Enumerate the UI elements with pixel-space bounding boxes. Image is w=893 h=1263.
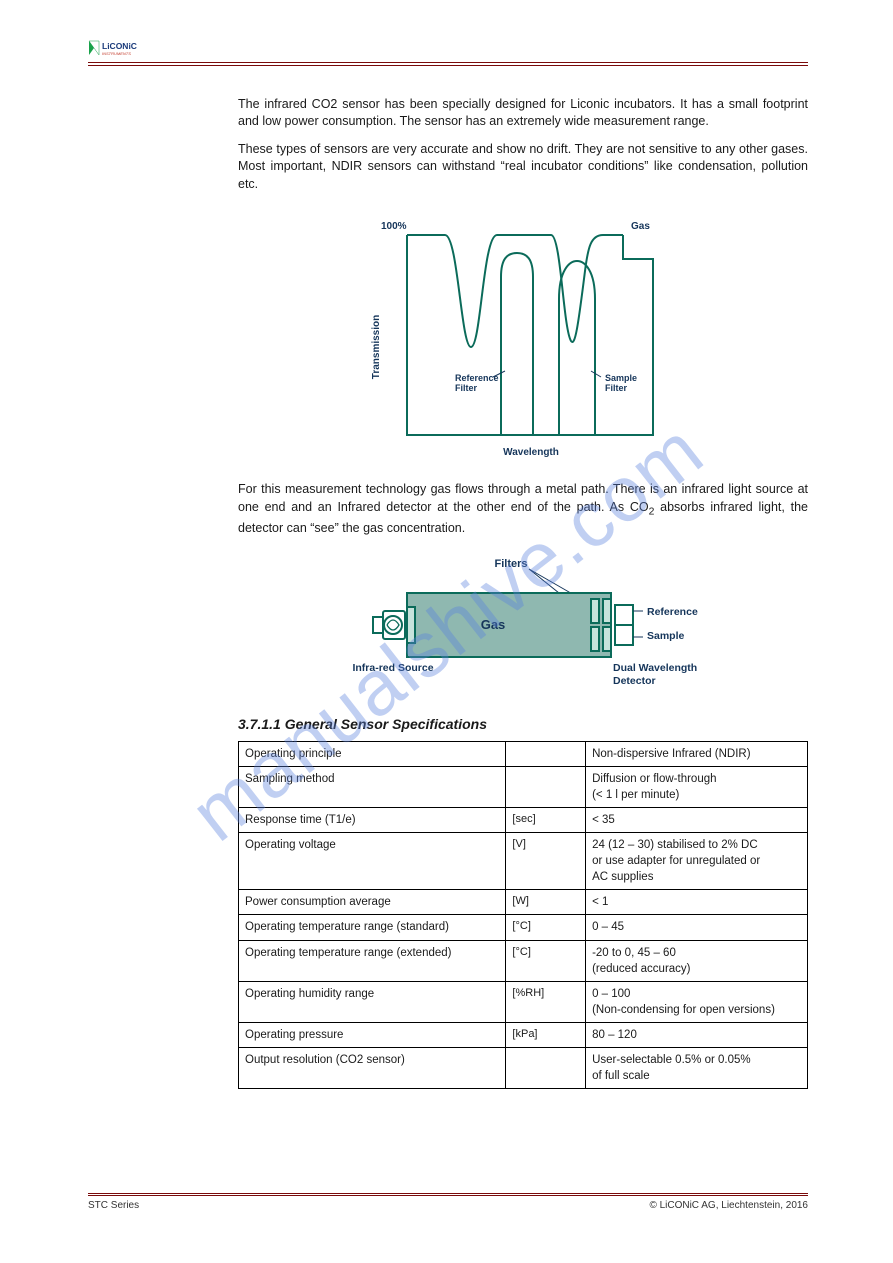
cell-value: < 1 bbox=[586, 890, 808, 915]
cell-value: 0 – 100(Non-condensing for open versions… bbox=[586, 981, 808, 1022]
fig2-filters-label: Filters bbox=[494, 558, 527, 570]
cell-unit bbox=[506, 1047, 586, 1088]
cell-value: 80 – 120 bbox=[586, 1022, 808, 1047]
cell-param: Power consumption average bbox=[239, 890, 506, 915]
fig1-ref-filter-shape bbox=[501, 253, 533, 435]
fig1-gas: Gas bbox=[631, 221, 650, 232]
fig1-ref-label-2: Filter bbox=[455, 383, 478, 393]
figure-sensor: Filters Gas bbox=[238, 551, 808, 701]
fig1-ref-label-1: Reference bbox=[455, 373, 499, 383]
page-body: LiCONiC INSTRUMENTS The infrared CO2 sen… bbox=[88, 40, 808, 1089]
cell-unit: [°C] bbox=[506, 915, 586, 940]
cell-value: Diffusion or flow-through(< 1 l per minu… bbox=[586, 766, 808, 807]
paragraph-3: For this measurement technology gas flow… bbox=[238, 481, 808, 537]
liconic-logo: LiCONiC INSTRUMENTS bbox=[88, 40, 178, 58]
fig2-left-window bbox=[407, 607, 415, 643]
page-header: LiCONiC INSTRUMENTS bbox=[88, 40, 808, 58]
cell-param: Operating temperature range (extended) bbox=[239, 940, 506, 981]
cell-param: Operating voltage bbox=[239, 833, 506, 890]
footer-left: STC Series bbox=[88, 1200, 139, 1211]
fig2-gas-label: Gas bbox=[481, 617, 506, 632]
fig1-sample-label-1: Sample bbox=[605, 373, 637, 383]
cell-unit: [kPa] bbox=[506, 1022, 586, 1047]
table-row: Operating temperature range (extended)[°… bbox=[239, 940, 808, 981]
cell-param: Operating temperature range (standard) bbox=[239, 915, 506, 940]
cell-param: Operating humidity range bbox=[239, 981, 506, 1022]
cell-unit: [V] bbox=[506, 833, 586, 890]
header-rule-thin bbox=[88, 65, 808, 66]
footer-rule-thick bbox=[88, 1193, 808, 1194]
footer-rule-thin bbox=[88, 1195, 808, 1196]
logo-brand: LiCONiC bbox=[102, 41, 137, 51]
fig2-filter-ref bbox=[591, 599, 599, 623]
fig2-detector-label-2: Detector bbox=[613, 675, 656, 687]
paragraph-2: These types of sensors are very accurate… bbox=[238, 141, 808, 194]
cell-param: Sampling method bbox=[239, 766, 506, 807]
page-footer: STC Series © LiCONiC AG, Liechtenstein, … bbox=[88, 1189, 808, 1212]
fig2-ir-source-label: Infra-red Source bbox=[352, 662, 433, 674]
footer-right: © LiCONiC AG, Liechtenstein, 2016 bbox=[649, 1200, 808, 1211]
fig2-detector-label-1: Dual Wavelength bbox=[613, 662, 697, 674]
cell-unit: [sec] bbox=[506, 807, 586, 832]
fig1-sample-filter-shape bbox=[559, 261, 595, 435]
cell-param: Output resolution (CO2 sensor) bbox=[239, 1047, 506, 1088]
header-rule-thick bbox=[88, 62, 808, 63]
logo-sub: INSTRUMENTS bbox=[102, 51, 131, 56]
fig1-sample-label-2: Filter bbox=[605, 383, 628, 393]
table-row: Output resolution (CO2 sensor) User-selec… bbox=[239, 1047, 808, 1088]
cell-value: -20 to 0, 45 – 60(reduced accuracy) bbox=[586, 940, 808, 981]
cell-unit bbox=[506, 741, 586, 766]
cell-unit bbox=[506, 766, 586, 807]
table-row: Sampling method Diffusion or flow-through… bbox=[239, 766, 808, 807]
fig1-ylabel: Transmission bbox=[371, 315, 382, 379]
cell-param: Operating principle bbox=[239, 741, 506, 766]
fig2-ref-label: Reference bbox=[647, 606, 698, 618]
table-row: Operating voltage[V]24 (12 – 30) stabili… bbox=[239, 833, 808, 890]
cell-value: < 35 bbox=[586, 807, 808, 832]
table-row: Operating humidity range[%RH]0 – 100(Non… bbox=[239, 981, 808, 1022]
table-row: Operating temperature range (standard)[°… bbox=[239, 915, 808, 940]
cell-param: Operating pressure bbox=[239, 1022, 506, 1047]
table-row: Response time (T1/e)[sec]< 35 bbox=[239, 807, 808, 832]
cell-unit: [°C] bbox=[506, 940, 586, 981]
table-row: Operating pressure[kPa]80 – 120 bbox=[239, 1022, 808, 1047]
table-row: Operating principle Non-dispersive Infrar… bbox=[239, 741, 808, 766]
cell-value: User-selectable 0.5% or 0.05%of full sca… bbox=[586, 1047, 808, 1088]
content-area: The infrared CO2 sensor has been special… bbox=[88, 96, 808, 1090]
fig1-ymax: 100% bbox=[381, 221, 407, 232]
cell-value: Non-dispersive Infrared (NDIR) bbox=[586, 741, 808, 766]
fig2-body bbox=[407, 593, 611, 657]
paragraph-1: The infrared CO2 sensor has been special… bbox=[238, 96, 808, 131]
fig2-filter-sample bbox=[591, 627, 599, 651]
cell-unit: [W] bbox=[506, 890, 586, 915]
cell-value: 24 (12 – 30) stabilised to 2% DCor use a… bbox=[586, 833, 808, 890]
table-row: Power consumption average[W]< 1 bbox=[239, 890, 808, 915]
cell-unit: [%RH] bbox=[506, 981, 586, 1022]
spec-heading: 3.7.1.1 General Sensor Specifications bbox=[238, 715, 808, 735]
fig1-gas-curve bbox=[407, 235, 623, 347]
figure-transmission: 100% Transmission Gas Reference Filter S… bbox=[238, 207, 808, 467]
cell-param: Response time (T1/e) bbox=[239, 807, 506, 832]
cell-value: 0 – 45 bbox=[586, 915, 808, 940]
fig2-sample-label: Sample bbox=[647, 630, 685, 642]
spec-table: Operating principle Non-dispersive Infrar… bbox=[238, 741, 808, 1090]
fig1-xlabel: Wavelength bbox=[503, 447, 559, 458]
